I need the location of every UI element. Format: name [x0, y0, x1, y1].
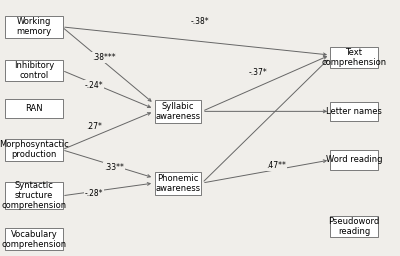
Text: RAN: RAN [25, 104, 43, 113]
Text: -.38*: -.38* [191, 17, 209, 26]
Text: Morphosyntactic
production: Morphosyntactic production [0, 140, 69, 159]
Text: Vocabulary
comprehension: Vocabulary comprehension [2, 230, 66, 249]
Text: Syntactic
structure
comprehension: Syntactic structure comprehension [2, 181, 66, 210]
FancyBboxPatch shape [330, 47, 378, 68]
Text: .33**: .33** [104, 163, 124, 172]
Text: Inhibitory
control: Inhibitory control [14, 61, 54, 80]
FancyBboxPatch shape [330, 216, 378, 238]
Text: Phonemic
awareness: Phonemic awareness [156, 174, 200, 193]
Text: .47**: .47** [266, 161, 286, 170]
Text: Pseudoword
reading: Pseudoword reading [328, 217, 380, 236]
Text: Working
memory: Working memory [16, 17, 52, 36]
Text: .38***: .38*** [92, 53, 116, 62]
FancyBboxPatch shape [155, 172, 201, 195]
Text: -.28*: -.28* [85, 189, 103, 198]
Text: Letter names: Letter names [326, 107, 382, 116]
FancyBboxPatch shape [5, 228, 63, 250]
FancyBboxPatch shape [330, 102, 378, 121]
Text: Text
comprehension: Text comprehension [322, 48, 386, 67]
FancyBboxPatch shape [155, 100, 201, 123]
FancyBboxPatch shape [5, 139, 63, 161]
Text: .27*: .27* [86, 122, 102, 131]
Text: -.24*: -.24* [85, 81, 103, 90]
FancyBboxPatch shape [5, 60, 63, 81]
Text: Word reading: Word reading [326, 155, 382, 165]
FancyBboxPatch shape [330, 150, 378, 169]
FancyBboxPatch shape [5, 182, 63, 209]
FancyBboxPatch shape [5, 16, 63, 38]
FancyBboxPatch shape [5, 99, 63, 118]
Text: -.37*: -.37* [249, 68, 267, 78]
Text: Syllabic
awareness: Syllabic awareness [156, 102, 200, 121]
